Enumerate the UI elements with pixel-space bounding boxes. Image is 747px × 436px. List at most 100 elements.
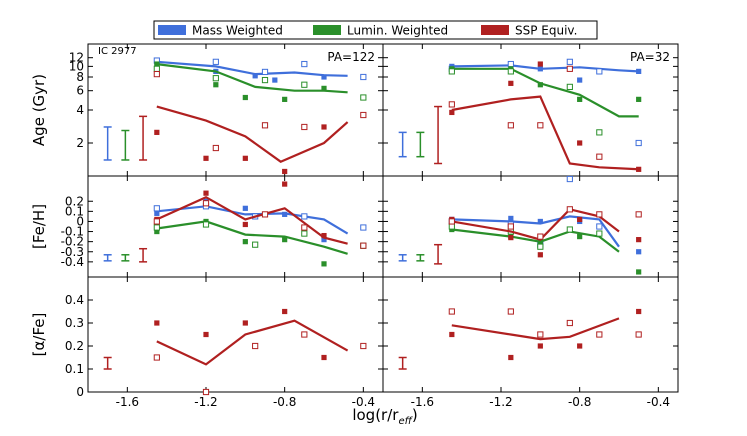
point-filled-ssp <box>203 331 209 338</box>
point-filled-ssp <box>636 166 642 172</box>
point-filled-ssp <box>203 155 209 161</box>
series-line-mass <box>451 64 639 73</box>
y-tick-label: 4 <box>76 103 84 117</box>
series-line-ssp <box>451 95 639 171</box>
point-open-ssp <box>153 218 160 225</box>
point-filled-ssp <box>282 181 288 187</box>
point-filled-mass <box>272 77 278 83</box>
point-open-ssp <box>635 331 642 338</box>
y-tick-label: 0 <box>76 385 84 399</box>
y-tick-label: 0.2 <box>65 339 84 353</box>
x-axis-label: log(r/reff) <box>352 406 417 427</box>
point-filled-mass <box>321 237 327 243</box>
point-open-ssp <box>448 308 455 315</box>
point-filled-ssp <box>577 140 583 146</box>
point-open-ssp <box>261 211 269 218</box>
point-filled-lumin <box>154 228 160 235</box>
point-filled-lumin <box>242 239 248 245</box>
point-filled-mass <box>537 66 543 72</box>
point-filled-ssp <box>242 221 248 228</box>
point-open-ssp <box>301 224 308 231</box>
series-line-lumin <box>156 63 348 94</box>
point-filled-lumin <box>577 234 583 240</box>
point-filled-lumin <box>577 96 583 102</box>
point-filled-mass <box>508 215 514 222</box>
series-line-lumin <box>156 220 348 255</box>
y-tick-label: 0.1 <box>65 204 84 218</box>
x-tick-label: -0.4 <box>647 395 670 409</box>
point-open-mass <box>212 58 219 65</box>
y-tick-label: 0.4 <box>65 293 84 307</box>
point-filled-mass <box>636 249 642 255</box>
point-filled-ssp <box>537 343 543 349</box>
x-tick-label: -1.6 <box>411 395 434 409</box>
y-tick-label: 12 <box>69 51 84 65</box>
x-tick-label: -0.8 <box>273 395 296 409</box>
point-open-ssp <box>301 331 308 338</box>
error-bar-mass <box>103 254 112 262</box>
legend-swatch-ssp <box>481 25 509 35</box>
point-filled-lumin <box>213 82 219 88</box>
point-filled-ssp <box>508 235 514 241</box>
panel-age-right: PA=32 <box>382 43 679 177</box>
point-open-mass <box>566 58 573 65</box>
y-tick-label: -0.1 <box>61 225 84 239</box>
point-filled-lumin <box>154 61 160 67</box>
point-filled-lumin <box>537 239 543 245</box>
point-open-ssp <box>537 331 544 338</box>
y-tick-label: -0.3 <box>61 245 84 259</box>
point-open-ssp <box>202 388 210 396</box>
point-open-mass <box>596 68 603 75</box>
point-filled-mass <box>577 77 583 83</box>
point-filled-lumin <box>321 85 327 91</box>
series-line-lumin <box>451 228 620 253</box>
panel-afe-left: -1.6 -1.2 -0.8 -0.4 0 0.1 0.2 0.3 0.4 [α/Fe] <box>30 276 384 409</box>
y-tick-label: 0.3 <box>65 316 84 330</box>
y-axis-label: [α/Fe] <box>30 313 48 357</box>
point-filled-ssp <box>577 216 583 223</box>
y-axis-label: Age (Gyr) <box>30 74 48 146</box>
point-open-lumin <box>301 230 308 237</box>
x-tick-label: -0.8 <box>568 395 591 409</box>
error-bar-lumin <box>121 129 130 161</box>
point-open-mass <box>360 224 367 231</box>
point-filled-mass <box>242 205 248 211</box>
point-open-lumin <box>360 94 367 101</box>
legend-swatch-mass <box>158 25 186 35</box>
point-open-lumin <box>212 75 219 82</box>
point-open-ssp <box>360 342 367 350</box>
point-filled-mass <box>537 218 543 225</box>
panel-label: PA=122 <box>327 50 375 64</box>
point-open-mass <box>596 223 603 230</box>
point-filled-lumin <box>282 96 288 102</box>
point-filled-ssp <box>449 331 455 338</box>
point-filled-lumin <box>242 94 248 101</box>
point-open-lumin <box>596 230 603 237</box>
point-filled-mass <box>154 210 160 216</box>
legend-label-mass: Mass Weighted <box>192 24 283 38</box>
point-open-mass <box>635 139 642 147</box>
y-tick-label: 6 <box>76 84 84 98</box>
point-filled-ssp <box>537 61 543 67</box>
point-open-mass <box>360 73 367 81</box>
galaxy-label: IC 2977 <box>98 46 137 57</box>
error-bar-ssp <box>398 356 407 370</box>
error-bar-lumin <box>121 254 130 262</box>
point-open-ssp <box>448 101 455 108</box>
point-filled-ssp <box>242 320 248 326</box>
point-filled-ssp <box>282 308 288 315</box>
legend: Mass Weighted Lumin. Weighted SSP Equiv. <box>153 20 598 40</box>
series-line-mass <box>156 60 348 77</box>
point-open-mass <box>566 175 573 183</box>
panel-frame <box>382 175 679 278</box>
point-filled-ssp <box>508 80 514 86</box>
point-open-ssp <box>596 211 603 218</box>
point-open-lumin <box>252 241 259 248</box>
point-open-ssp <box>448 218 455 225</box>
point-open-ssp <box>507 122 514 129</box>
point-open-ssp <box>212 144 219 152</box>
y-tick-label: 8 <box>76 70 84 84</box>
series-line-ssp <box>451 208 620 241</box>
point-open-ssp <box>360 242 367 249</box>
point-open-ssp <box>301 123 308 131</box>
